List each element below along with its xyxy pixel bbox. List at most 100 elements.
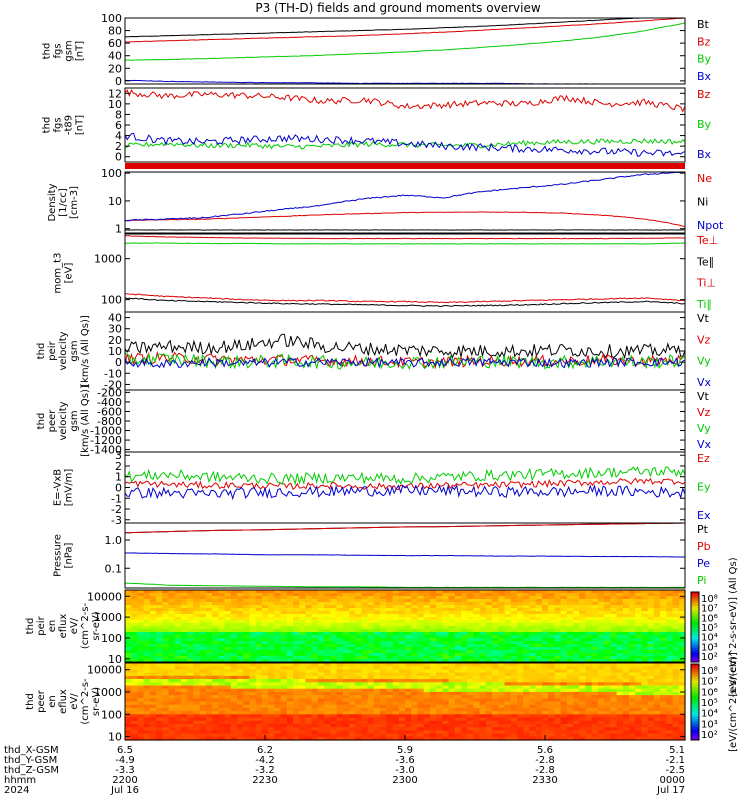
xtick-label: Jul 16 <box>110 785 139 796</box>
ylabel-line: peer <box>36 689 47 713</box>
heatmap-cell <box>554 718 561 722</box>
heatmap-cell <box>511 679 518 683</box>
ytick-label: 80 <box>108 25 122 38</box>
colorbar-peer-label: [eV/(cm^2-s-sr-eV)] <box>728 652 739 752</box>
heatmap-cell <box>125 679 132 683</box>
heatmap-cell <box>287 718 294 722</box>
heatmap-cell <box>237 679 244 683</box>
heatmap-cell <box>449 718 456 722</box>
legend-Bx: Bx <box>697 70 712 83</box>
heatmap-cell <box>598 679 605 683</box>
ylabel-line: [nT] <box>75 41 86 61</box>
heatmap-cell <box>666 679 673 683</box>
ylabel-line: peir <box>47 340 58 360</box>
ytick-label: -3 <box>111 514 122 527</box>
colorbar-peer-tick: 10⁸ <box>701 666 718 677</box>
heatmap-cell <box>654 679 661 683</box>
ylabel-line: eflux <box>58 689 69 714</box>
legend-Ti⊥: Ti⊥ <box>696 277 716 290</box>
heatmap-cell <box>554 679 561 683</box>
heatmap-cell <box>256 718 263 722</box>
panel-temperature <box>125 236 685 307</box>
series-Ti⊥ <box>125 236 685 239</box>
ylabel-line: (cm^2-s- <box>80 678 91 725</box>
heatmap-cell <box>473 718 480 722</box>
heatmap-cell <box>511 718 518 722</box>
heatmap-cell <box>131 679 138 683</box>
heatmap-cell <box>193 718 200 722</box>
legend-Bt: Bt <box>697 18 710 31</box>
heatmap-cell <box>169 679 176 683</box>
colorbar-peer-tick: 10² <box>701 730 718 741</box>
heatmap-cell <box>529 679 536 683</box>
heatmap-cell <box>225 679 232 683</box>
heatmap-cell <box>492 679 499 683</box>
heatmap-cell <box>200 679 207 683</box>
ytick-label: 100 <box>101 12 122 25</box>
heatmap-cell <box>169 718 176 722</box>
mode-bar <box>125 163 685 169</box>
ytick-label: 10 <box>108 195 122 208</box>
legend-Te⊥: Te⊥ <box>696 234 718 247</box>
plot-title: P3 (TH-D) fields and ground moments over… <box>255 1 540 15</box>
heatmap-cell <box>281 679 288 683</box>
ylabel-line: [eV] <box>64 263 75 284</box>
heatmap-cell <box>523 718 530 722</box>
heatmap-cell <box>268 718 275 722</box>
heatmap-cell <box>623 718 630 722</box>
ylabel-line: thd <box>25 618 36 635</box>
heatmap-cell <box>256 679 263 683</box>
ylabel-line: eflux <box>58 614 69 639</box>
xtick-label: 2230 <box>252 775 277 786</box>
panel-frame <box>125 234 685 312</box>
series-Ti∥ <box>125 243 685 244</box>
ytick-label: 10000 <box>87 664 122 677</box>
heatmap-cell <box>312 718 319 722</box>
heatmap-cell <box>666 718 673 722</box>
ylabel-line: peir <box>36 615 47 635</box>
heatmap-cell <box>442 718 449 722</box>
heatmap-cell <box>144 718 151 722</box>
heatmap-cell <box>249 679 256 683</box>
heatmap-cell <box>200 718 207 722</box>
ytick-label: 100 <box>101 167 122 180</box>
heatmap-cell <box>523 679 530 683</box>
heatmap-cell <box>467 679 474 683</box>
heatmap-cell <box>417 718 424 722</box>
panel-frame <box>125 390 685 452</box>
heatmap-cell <box>548 679 555 683</box>
ylabel-line: thd <box>36 413 47 430</box>
colorbar-peer-tick: 10⁷ <box>701 677 718 688</box>
legend-Vx: Vx <box>697 438 712 451</box>
legend-Pb: Pb <box>697 540 711 553</box>
ylabel-line: velocity <box>58 401 69 440</box>
heatmap-cell <box>150 718 157 722</box>
heatmap-cell <box>542 679 549 683</box>
panel-frame <box>125 88 685 162</box>
panel-efield <box>125 467 685 498</box>
heatmap-cell <box>585 718 592 722</box>
series-Vt <box>125 334 685 357</box>
ylabel-line: thd <box>42 43 53 60</box>
legend-By: By <box>697 53 712 66</box>
heatmap-cell <box>561 679 568 683</box>
heatmap-cell <box>231 679 238 683</box>
heatmap-cell <box>635 718 642 722</box>
heatmap-cell <box>293 718 300 722</box>
heatmap-cell <box>660 718 667 722</box>
heatmap-cell <box>131 718 138 722</box>
heatmap-cell <box>598 718 605 722</box>
heatmap-cell <box>249 718 256 722</box>
heatmap-cell <box>592 718 599 722</box>
ylabel-line: -t89 <box>64 115 75 135</box>
heatmap-cell <box>374 679 381 683</box>
legend-Ez: Ez <box>697 452 710 465</box>
heatmap-cell <box>536 679 543 683</box>
heatmap-cell <box>274 718 281 722</box>
ylabel-line: (cm^2-s- <box>80 602 91 649</box>
heatmap-cell <box>337 679 344 683</box>
heatmap-cell <box>654 718 661 722</box>
ylabel-line: [km/s (All Qs)] <box>80 315 91 387</box>
heatmap-cell <box>430 679 437 683</box>
